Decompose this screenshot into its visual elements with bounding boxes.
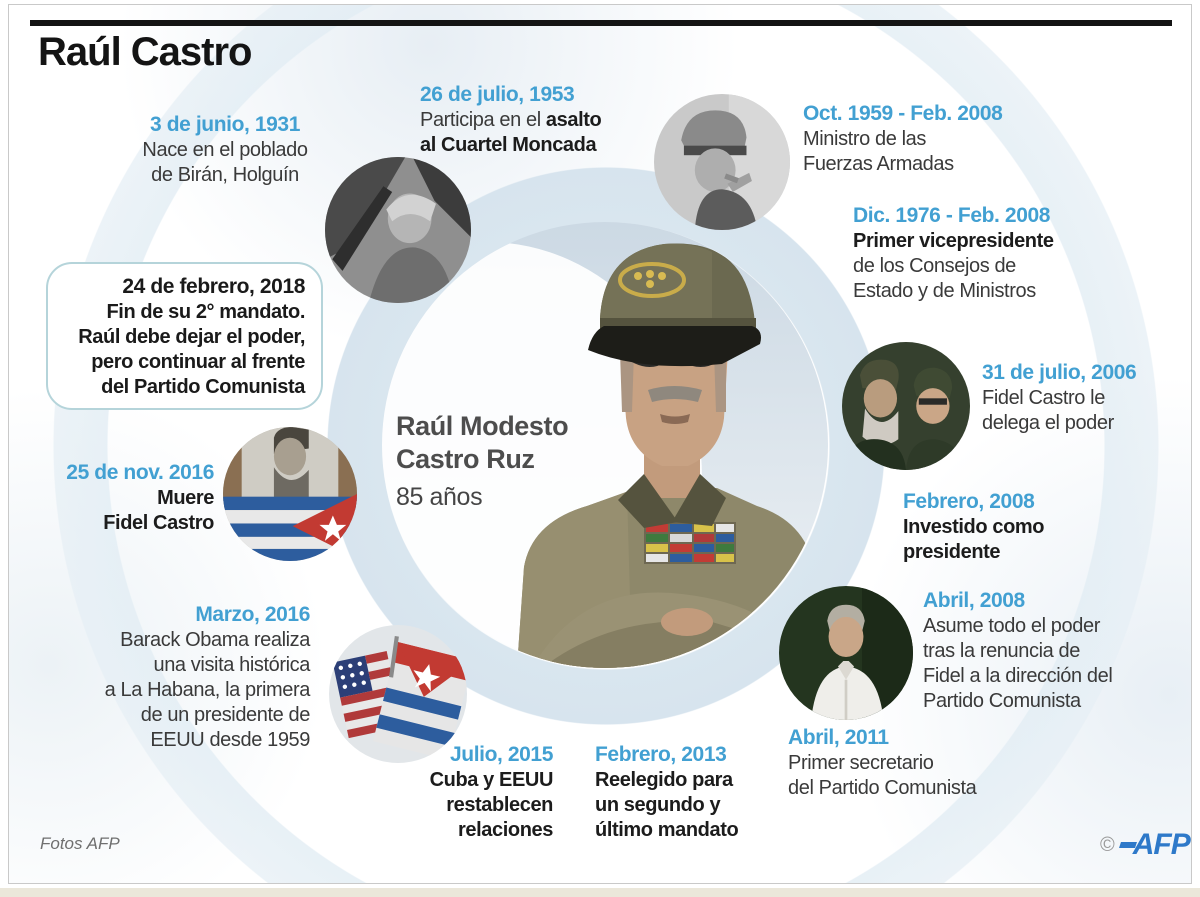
afp-logo-text: AFP [1132,828,1191,861]
event-text: Participa en el [420,109,541,131]
event-line: Cuba y EEUU [429,769,554,791]
event-date: Febrero, 2008 [903,490,1035,513]
subject-age: 85 años [396,483,483,511]
event-line: EEUU desde 1959 [150,729,310,751]
event-line: de los Consejos de [853,255,1016,277]
fidel-and-raul-photo [842,342,970,470]
event-line: Reelegido para [595,769,733,791]
event-date: 24 de febrero, 2018 [122,275,305,298]
event-date: Abril, 2008 [923,589,1025,612]
event-line: del Partido Comunista [788,777,977,799]
event-date: 31 de julio, 2006 [982,361,1137,384]
event-line: de Birán, Holguín [151,164,299,186]
event-line: Nace en el poblado [142,139,308,161]
event-line: presidente [903,541,1001,563]
photo-credit: Fotos AFP [40,834,120,853]
event-date: Abril, 2011 [788,726,889,749]
photo-fidel-death-2016 [223,427,357,561]
photo-moncada-1953 [654,94,790,230]
event-line: Investido como [903,516,1045,538]
us-and-cuba-flags-photo [329,625,467,763]
event-line: Primer secretario [788,752,934,774]
event-date: 3 de junio, 1931 [150,113,300,136]
event-date: 25 de nov. 2016 [66,461,214,484]
photo-flags-2015 [329,625,467,763]
event-date: Marzo, 2016 [195,603,310,626]
event-line: Fuerzas Armadas [803,153,954,175]
event-line: Partido Comunista [923,690,1081,712]
title-rule [30,20,1172,26]
event-line: una visita histórica [153,654,310,676]
event-fidel-death: 25 de nov. 2016 Muere Fidel Castro [42,460,214,536]
page-title: Raúl Castro [38,30,252,74]
afp-logo-dash [1118,842,1137,848]
event-date: Julio, 2015 [450,743,553,766]
event-mandate-end-box: 24 de febrero, 2018 Fin de su 2° mandato… [46,262,323,410]
event-text-bold: asalto [545,109,602,131]
event-date: Febrero, 2013 [595,743,727,766]
young-raul-bw-photo [325,157,471,303]
event-line: a La Habana, la primera [104,679,311,701]
event-line: último mandato [595,819,739,841]
event-full-power: Abril, 2008 Asume todo el poder tras la … [923,588,1183,714]
page-bottom-strip [0,888,1200,897]
raul-white-shirt-photo [779,586,913,720]
event-relations: Julio, 2015 Cuba y EEUU restablecen rela… [353,742,554,843]
raul-moncada-bw-photo [654,94,790,230]
event-line: Muere [157,487,214,509]
photo-young-raul-1931 [325,157,471,303]
event-line: pero continuar al frente [91,351,305,373]
event-line: Primer vicepresidente [853,230,1054,252]
event-line: delega el poder [982,412,1114,434]
event-line: relaciones [458,819,553,841]
photo-raul-2008 [779,586,913,720]
event-line: Fidel a la dirección del [923,665,1113,687]
event-line: del Partido Comunista [101,376,305,398]
event-date: 26 de julio, 1953 [420,83,575,106]
event-president: Febrero, 2008 Investido como presidente [903,489,1123,565]
subject-name-line2: Castro Ruz [396,444,535,474]
event-moncada: 26 de julio, 1953 Participa en el asalto… [420,82,680,158]
event-date: Oct. 1959 - Feb. 2008 [803,102,1003,125]
event-line: Barack Obama realiza [120,629,310,651]
copyright-icon: © [1100,833,1115,856]
event-date: Dic. 1976 - Feb. 2008 [853,204,1051,227]
event-line: Asume todo el poder [923,615,1100,637]
event-line: un segundo y [595,794,721,816]
event-line: de un presidente de [140,704,311,726]
event-line: Fidel Castro [103,512,214,534]
event-line: al Cuartel Moncada [420,134,597,156]
event-line: Fidel Castro le [982,387,1105,409]
event-line: Ministro de las [803,128,926,150]
subject-name: Raúl Modesto Castro Ruz 85 años [396,410,569,514]
event-line: Fin de su 2° mandato. [106,301,305,323]
event-line: Raúl debe dejar el poder, [78,326,305,348]
event-line: Estado y de Ministros [853,280,1036,302]
event-obama: Marzo, 2016 Barack Obama realiza una vis… [60,602,311,753]
event-minister: Oct. 1959 - Feb. 2008 Ministro de las Fu… [803,101,1033,177]
event-birth: 3 de junio, 1931 Nace en el poblado de B… [100,112,350,188]
fidel-portrait-with-cuban-flag [223,427,357,561]
event-line: restablecen [446,794,553,816]
afp-logo: © AFP [1100,828,1191,862]
subject-name-line1: Raúl Modesto [396,411,569,441]
event-line: Participa en el asalto [420,108,680,133]
event-reelection: Febrero, 2013 Reelegido para un segundo … [595,742,795,843]
event-line: tras la renuncia de [923,640,1080,662]
event-secretary: Abril, 2011 Primer secretario del Partid… [788,725,1028,801]
event-vicepresident: Dic. 1976 - Feb. 2008 Primer vicepreside… [853,203,1103,304]
event-delegation: 31 de julio, 2006 Fidel Castro le delega… [982,360,1182,436]
photo-fidel-raul-2006 [842,342,970,470]
